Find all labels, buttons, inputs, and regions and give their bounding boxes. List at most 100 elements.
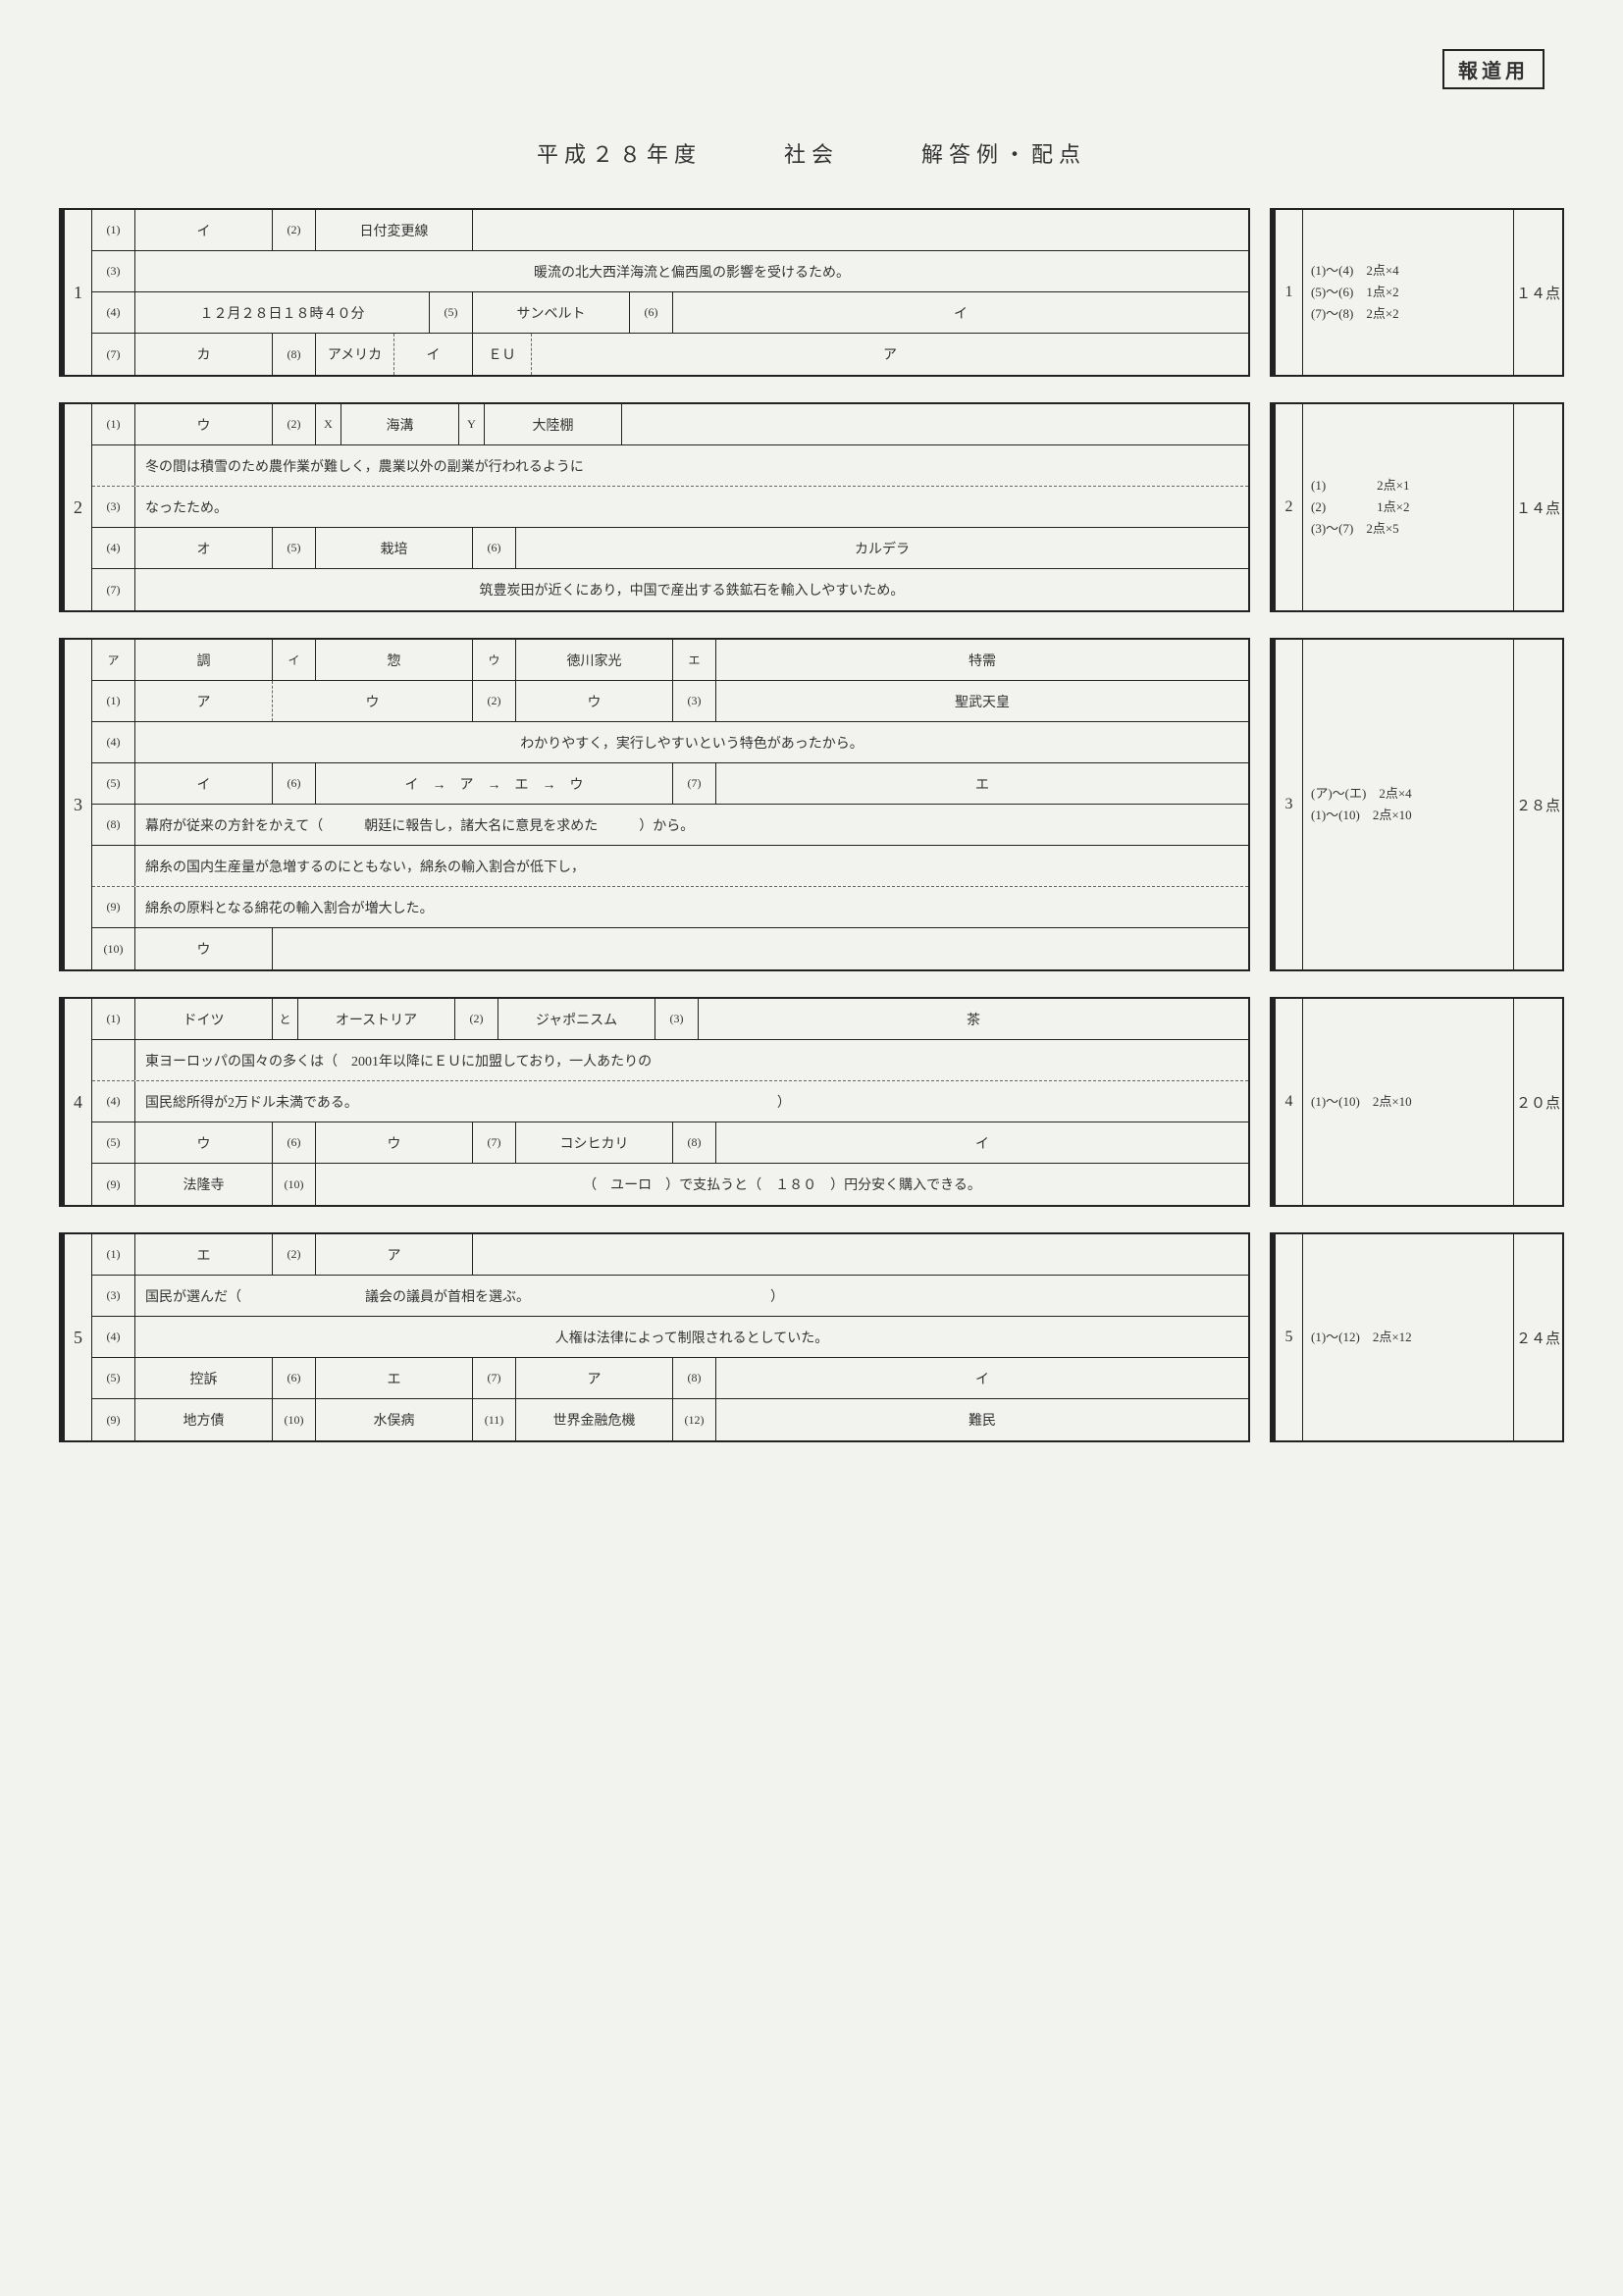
answer-grid: (1)ウ(2)X海溝Y大陸棚冬の間は積雪のため農作業が難しく，農業以外の副業が行…	[92, 404, 1248, 610]
answer-cell: エ	[716, 763, 1248, 804]
answer-cell: (7)	[473, 1122, 516, 1163]
answer-row: (9)綿糸の原料となる綿花の輸入割合が増大した。	[92, 887, 1248, 928]
answer-cell: なったため。	[135, 487, 1248, 527]
answer-cell: 調	[135, 640, 273, 680]
answer-cell	[92, 445, 135, 486]
answer-cell: (2)	[455, 999, 498, 1039]
answer-cell: (6)	[273, 1358, 316, 1398]
answer-cell	[473, 1234, 1248, 1275]
answer-grid: (1)エ(2)ア(3)国民が選んだ（ 議会の議員が首相を選ぶ。 ）(4)人権は法…	[92, 1234, 1248, 1440]
answer-cell: エ	[673, 640, 716, 680]
answer-cell: イ	[135, 210, 273, 250]
answer-cell: (9)	[92, 887, 135, 927]
score-inner: (ア)～(エ) 2点×4(1)～(10) 2点×10２８点	[1303, 640, 1562, 969]
answer-cell: 人権は法律によって制限されるとしていた。	[135, 1317, 1248, 1357]
score-inner: (1)～(12) 2点×12２４点	[1303, 1234, 1562, 1440]
score-total: ２８点	[1513, 640, 1562, 969]
answer-cell: ウ	[516, 681, 673, 721]
answer-cell: (11)	[473, 1399, 516, 1440]
score-breakdown: (1)～(12) 2点×12	[1303, 1234, 1513, 1440]
question-number: 1	[65, 210, 92, 375]
score-total: １４点	[1513, 210, 1562, 375]
answer-cell: 大陸棚	[485, 404, 622, 444]
answer-cell	[273, 928, 1248, 969]
answer-row: (7)筑豊炭田が近くにあり，中国で産出する鉄鉱石を輸入しやすいため。	[92, 569, 1248, 610]
answer-cell: と	[273, 999, 298, 1039]
answer-cell: (8)	[673, 1358, 716, 1398]
answer-cell: 世界金融危機	[516, 1399, 673, 1440]
page-title: 平成２８年度 社会 解答例・配点	[59, 137, 1564, 169]
answer-cell: (4)	[92, 528, 135, 568]
question-number: 4	[65, 999, 92, 1205]
answer-cell: ア	[532, 334, 1248, 375]
answer-cell: 筑豊炭田が近くにあり，中国で産出する鉄鉱石を輸入しやすいため。	[135, 569, 1248, 610]
answer-cell: (9)	[92, 1399, 135, 1440]
answer-cell: (7)	[92, 334, 135, 375]
score-number: 5	[1276, 1234, 1303, 1440]
answer-cell: 栽培	[316, 528, 473, 568]
score-box: 4(1)～(10) 2点×10２０点	[1270, 997, 1564, 1207]
score-breakdown: (ア)～(エ) 2点×4(1)～(10) 2点×10	[1303, 640, 1513, 969]
score-total: ２４点	[1513, 1234, 1562, 1440]
answer-cell: (10)	[92, 928, 135, 969]
answer-cell: (2)	[273, 210, 316, 250]
answers-box: 2(1)ウ(2)X海溝Y大陸棚冬の間は積雪のため農作業が難しく，農業以外の副業が…	[59, 402, 1250, 612]
answer-cell: 幕府が従来の方針をかえて（ 朝廷に報告し，諸大名に意見を求めた ）から。	[135, 805, 1248, 845]
answer-cell: (1)	[92, 1234, 135, 1275]
answer-cell: ウ	[273, 681, 473, 721]
answer-cell: 国民が選んだ（ 議会の議員が首相を選ぶ。 ）	[135, 1276, 1248, 1316]
answer-cell: 東ヨーロッパの国々の多くは（ 2001年以降にＥＵに加盟しており，一人あたりの	[135, 1040, 1248, 1080]
answer-cell: (7)	[92, 569, 135, 610]
score-inner: (1) 2点×1(2) 1点×2(3)～(7) 2点×5１４点	[1303, 404, 1562, 610]
answer-cell: (3)	[92, 251, 135, 291]
question-number: 5	[65, 1234, 92, 1440]
answer-cell: ウ	[135, 928, 273, 969]
answer-cell: (6)	[473, 528, 516, 568]
answer-grid: (1)イ(2)日付変更線(3)暖流の北大西洋海流と偏西風の影響を受けるため。(4…	[92, 210, 1248, 375]
answer-sheet: 1(1)イ(2)日付変更線(3)暖流の北大西洋海流と偏西風の影響を受けるため。(…	[59, 208, 1564, 1442]
answer-cell: 控訴	[135, 1358, 273, 1398]
answer-cell: イ	[716, 1122, 1248, 1163]
answer-cell: (8)	[673, 1122, 716, 1163]
answer-cell: (1)	[92, 999, 135, 1039]
section-row: 5(1)エ(2)ア(3)国民が選んだ（ 議会の議員が首相を選ぶ。 ）(4)人権は…	[59, 1232, 1564, 1442]
answer-row: (3)国民が選んだ（ 議会の議員が首相を選ぶ。 ）	[92, 1276, 1248, 1317]
answer-cell: (8)	[273, 334, 316, 375]
answer-cell: ジャポニスム	[498, 999, 655, 1039]
section-row: 3ア調イ惣ウ徳川家光エ特需(1)アウ(2)ウ(3)聖武天皇(4)わかりやすく，実…	[59, 638, 1564, 971]
answer-row: 冬の間は積雪のため農作業が難しく，農業以外の副業が行われるように	[92, 445, 1248, 487]
answer-row: (4)１２月２８日１８時４０分(5)サンベルト(6)イ	[92, 292, 1248, 334]
answer-cell: ウ	[316, 1122, 473, 1163]
answer-cell: (4)	[92, 1081, 135, 1122]
score-box: 1(1)～(4) 2点×4(5)～(6) 1点×2(7)～(8) 2点×2１４点	[1270, 208, 1564, 377]
answer-row: (3)暖流の北大西洋海流と偏西風の影響を受けるため。	[92, 251, 1248, 292]
answer-cell: (12)	[673, 1399, 716, 1440]
answer-cell: オ	[135, 528, 273, 568]
answer-cell	[92, 846, 135, 886]
answer-row: (10)ウ	[92, 928, 1248, 969]
answer-row: (9)法隆寺(10)（ ユーロ ）で支払うと（ １８０ ）円分安く購入できる。	[92, 1164, 1248, 1205]
answer-cell: 地方債	[135, 1399, 273, 1440]
answer-cell: オーストリア	[298, 999, 455, 1039]
answer-row: (1)エ(2)ア	[92, 1234, 1248, 1276]
score-number: 1	[1276, 210, 1303, 375]
answer-cell: ウ	[135, 1122, 273, 1163]
score-inner: (1)～(4) 2点×4(5)～(6) 1点×2(7)～(8) 2点×2１４点	[1303, 210, 1562, 375]
answer-cell: 綿糸の原料となる綿花の輸入割合が増大した。	[135, 887, 1248, 927]
answer-cell: 聖武天皇	[716, 681, 1248, 721]
answer-row: (5)ウ(6)ウ(7)コシヒカリ(8)イ	[92, 1122, 1248, 1164]
answer-cell: (4)	[92, 1317, 135, 1357]
answer-cell: (9)	[92, 1164, 135, 1205]
answer-cell: (7)	[473, 1358, 516, 1398]
answer-cell: カルデラ	[516, 528, 1248, 568]
answer-row: (7)カ(8)アメリカイＥＵア	[92, 334, 1248, 375]
answer-cell: ＥＵ	[473, 334, 532, 375]
answer-row: (5)イ(6)イ → ア → エ → ウ(7)エ	[92, 763, 1248, 805]
answer-cell: (6)	[273, 1122, 316, 1163]
answer-row: (4)オ(5)栽培(6)カルデラ	[92, 528, 1248, 569]
question-number: 2	[65, 404, 92, 610]
answer-cell: ウ	[473, 640, 516, 680]
answer-row: (4)人権は法律によって制限されるとしていた。	[92, 1317, 1248, 1358]
answer-cell: X	[316, 404, 341, 444]
answer-cell: イ	[135, 763, 273, 804]
